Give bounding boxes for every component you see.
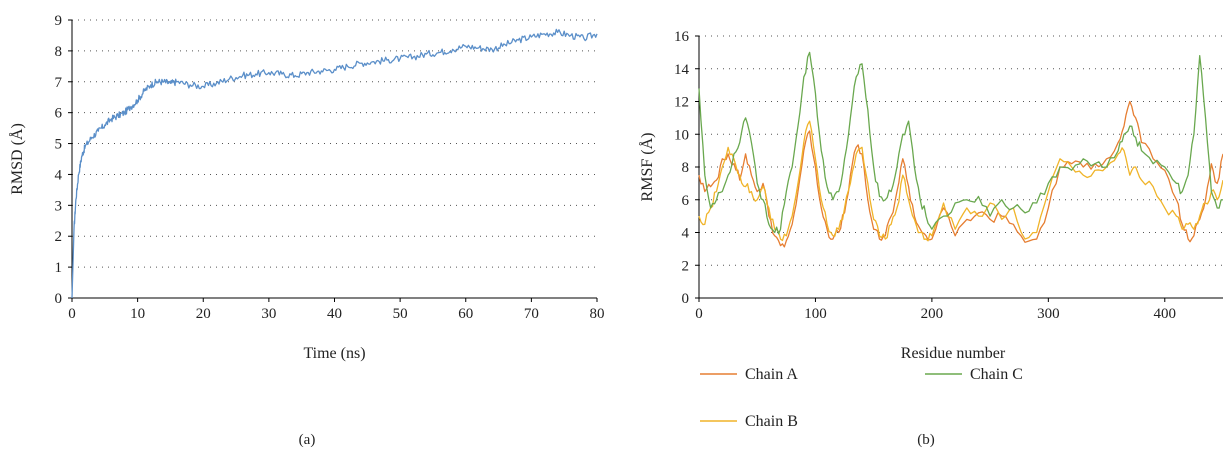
y-axis-label: RMSD (Å) — [8, 123, 26, 195]
y-tick-label: 16 — [674, 29, 690, 45]
x-tick-label: 70 — [524, 306, 539, 322]
legend-label: Chain B — [745, 413, 798, 430]
series-line-chain-b — [698, 120, 1223, 242]
y-tick-label: 12 — [674, 95, 689, 111]
panel-label: (b) — [917, 432, 935, 448]
series-line-chain-c — [698, 51, 1223, 235]
x-tick-label: 30 — [261, 306, 276, 322]
y-tick-label: 8 — [682, 160, 690, 176]
y-tick-label: 1 — [55, 260, 63, 276]
x-tick-label: 200 — [921, 306, 944, 322]
x-tick-label: 60 — [458, 306, 473, 322]
y-tick-label: 0 — [55, 291, 63, 307]
legend: Chain A Chain B Chain C — [700, 366, 1023, 430]
x-tick-label: 100 — [804, 306, 827, 322]
y-tick-label: 6 — [682, 193, 690, 209]
series-line-chain-a — [698, 100, 1223, 248]
y-axis-label: RMSF (Å) — [638, 133, 656, 202]
y-tick-label: 14 — [674, 62, 690, 78]
y-tick-label: 0 — [682, 291, 690, 307]
y-tick-label: 6 — [55, 106, 63, 122]
y-tick-label: 2 — [55, 229, 63, 245]
x-axis-label: Residue number — [901, 345, 1006, 362]
legend-label: Chain A — [745, 366, 798, 383]
x-tick-label: 80 — [590, 306, 605, 322]
x-tick-label: 40 — [327, 306, 342, 322]
y-tick-label: 4 — [55, 167, 63, 183]
y-tick-label: 9 — [55, 13, 63, 29]
x-axis-label: Time (ns) — [303, 345, 365, 362]
legend-label: Chain C — [970, 366, 1023, 383]
x-tick-label: 0 — [68, 306, 76, 322]
y-tick-label: 10 — [674, 127, 689, 143]
x-tick-label: 10 — [130, 306, 145, 322]
chart-panel-b: 0 2 4 6 8 10 12 14 16 0 100 200 300 400 Residue number… — [638, 29, 1223, 448]
x-tick-label: 400 — [1154, 306, 1177, 322]
y-tick-label: 4 — [682, 226, 690, 242]
y-tick-label: 2 — [682, 258, 690, 274]
y-tick-label: 7 — [55, 75, 63, 91]
x-tick-label: 20 — [196, 306, 211, 322]
y-tick-label: 8 — [55, 44, 63, 60]
y-tick-label: 3 — [55, 198, 63, 214]
x-tick-label: 50 — [393, 306, 408, 322]
panel-label: (a) — [299, 432, 316, 448]
series-line-1 — [71, 28, 598, 299]
chart-panel-a: 0 1 2 3 4 5 6 7 8 9 0 10 20 30 40 50 60 70 80 Time (ns) RMSD… — [8, 13, 605, 448]
y-tick-label: 5 — [55, 137, 63, 153]
x-tick-label: 300 — [1037, 306, 1060, 322]
x-tick-label: 0 — [695, 306, 703, 322]
